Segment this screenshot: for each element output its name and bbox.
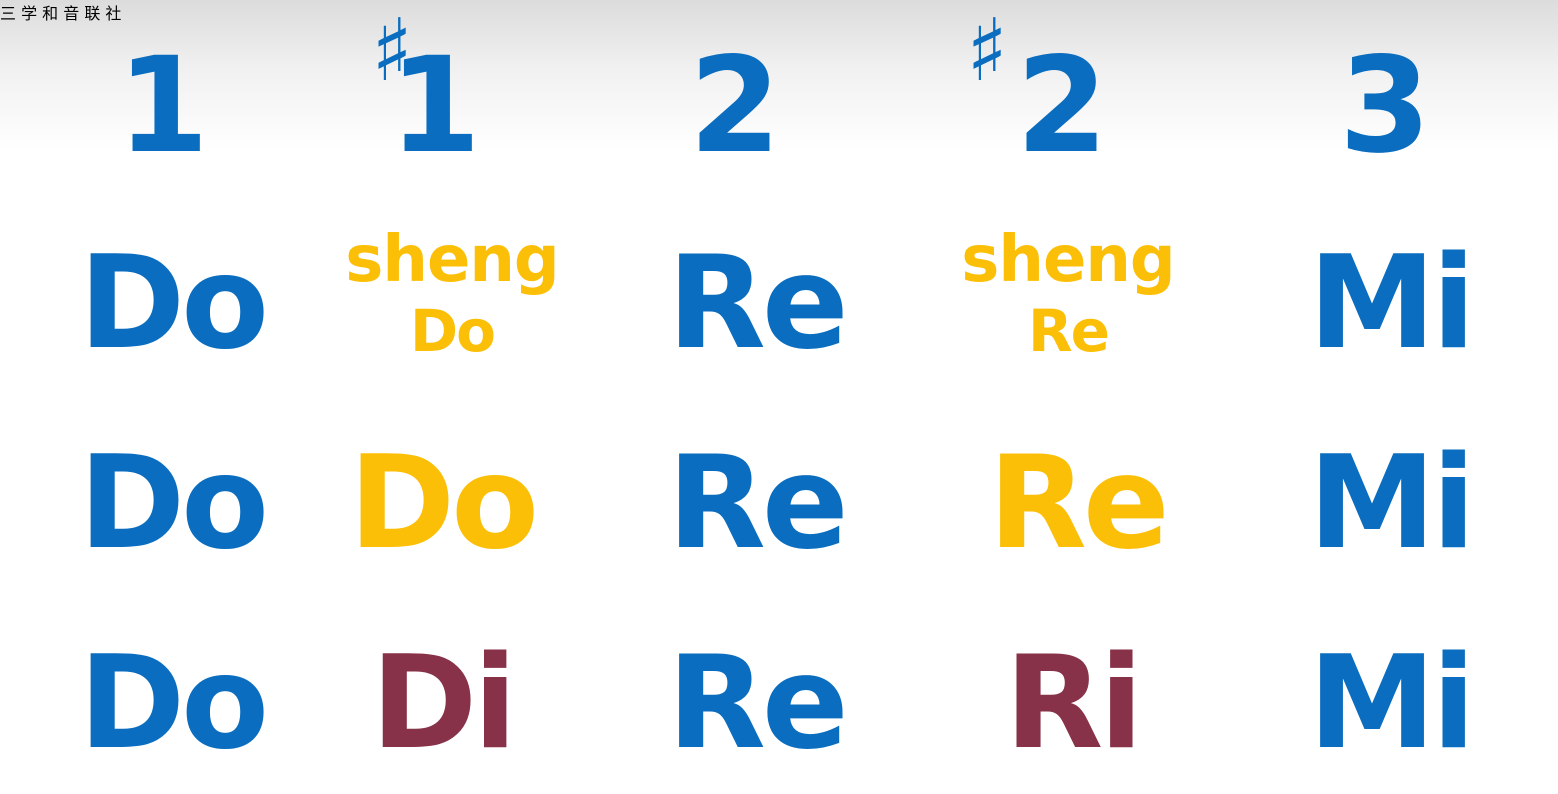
row2-mi: Mi — [1308, 429, 1475, 578]
number-1: 1 — [117, 29, 209, 183]
row1-sheng-re-top: sheng — [961, 223, 1175, 297]
row1-do: Do — [78, 229, 269, 378]
row2-do: Do — [78, 429, 269, 578]
number-sharp-1: 1 — [389, 29, 481, 183]
row1-mi: Mi — [1308, 229, 1475, 378]
number-3: 3 — [1339, 29, 1431, 183]
watermark: 三 学 和 音 联 社 — [0, 4, 122, 23]
row3-mi: Mi — [1308, 629, 1475, 778]
row2-re-sharp: Re — [988, 429, 1169, 578]
row3-re: Re — [667, 629, 848, 778]
row1-sheng-do-bottom: Do — [410, 297, 496, 365]
row3-ri: Ri — [1004, 629, 1143, 778]
row3-di: Di — [370, 629, 517, 778]
row1-sheng-re-bottom: Re — [1028, 297, 1110, 365]
row1-sheng-do-top: sheng — [345, 223, 559, 297]
row1-sheng-do: sheng Do — [345, 223, 559, 365]
number-sharp-2: 2 — [1016, 29, 1108, 183]
row1-re: Re — [667, 229, 848, 378]
sharp-2: ♯ — [966, 1, 1008, 101]
row3-do: Do — [78, 629, 269, 778]
row1-sheng-re: sheng Re — [961, 223, 1175, 365]
row2-do-sharp: Do — [348, 429, 539, 578]
sharp-1: ♯ — [371, 1, 413, 101]
row2-re: Re — [667, 429, 848, 578]
number-2: 2 — [689, 29, 781, 183]
